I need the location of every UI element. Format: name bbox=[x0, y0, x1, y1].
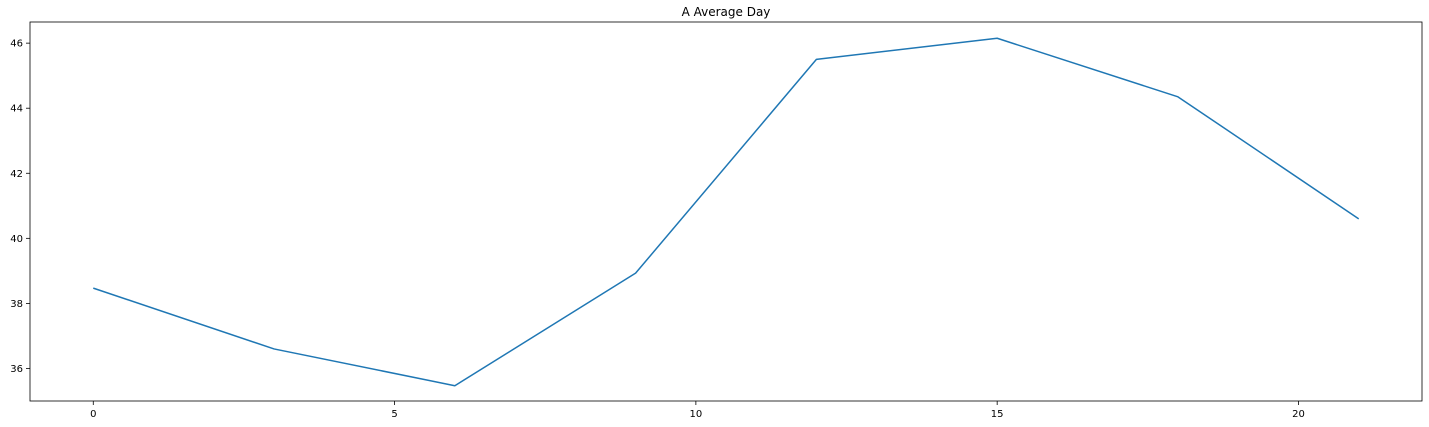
x-tick-label: 20 bbox=[1292, 409, 1305, 420]
y-tick-label: 42 bbox=[10, 169, 23, 180]
chart-title: A Average Day bbox=[682, 5, 771, 19]
y-tick-label: 38 bbox=[10, 299, 23, 310]
series-group bbox=[93, 37, 1360, 387]
y-tick-label: 36 bbox=[10, 364, 23, 375]
x-tick-label: 15 bbox=[991, 409, 1004, 420]
y-tick-label: 40 bbox=[10, 234, 23, 245]
plot-frame bbox=[29, 21, 1423, 402]
y-axis: 36 38 40 42 44 46 bbox=[10, 39, 30, 375]
x-axis: 0 5 10 15 20 bbox=[90, 401, 1305, 420]
x-tick-label: 5 bbox=[391, 409, 397, 420]
y-tick-label: 44 bbox=[10, 104, 23, 115]
series-line bbox=[93, 37, 1360, 387]
y-tick-label: 46 bbox=[10, 39, 23, 50]
x-tick-label: 0 bbox=[90, 409, 96, 420]
x-tick-label: 10 bbox=[690, 409, 703, 420]
